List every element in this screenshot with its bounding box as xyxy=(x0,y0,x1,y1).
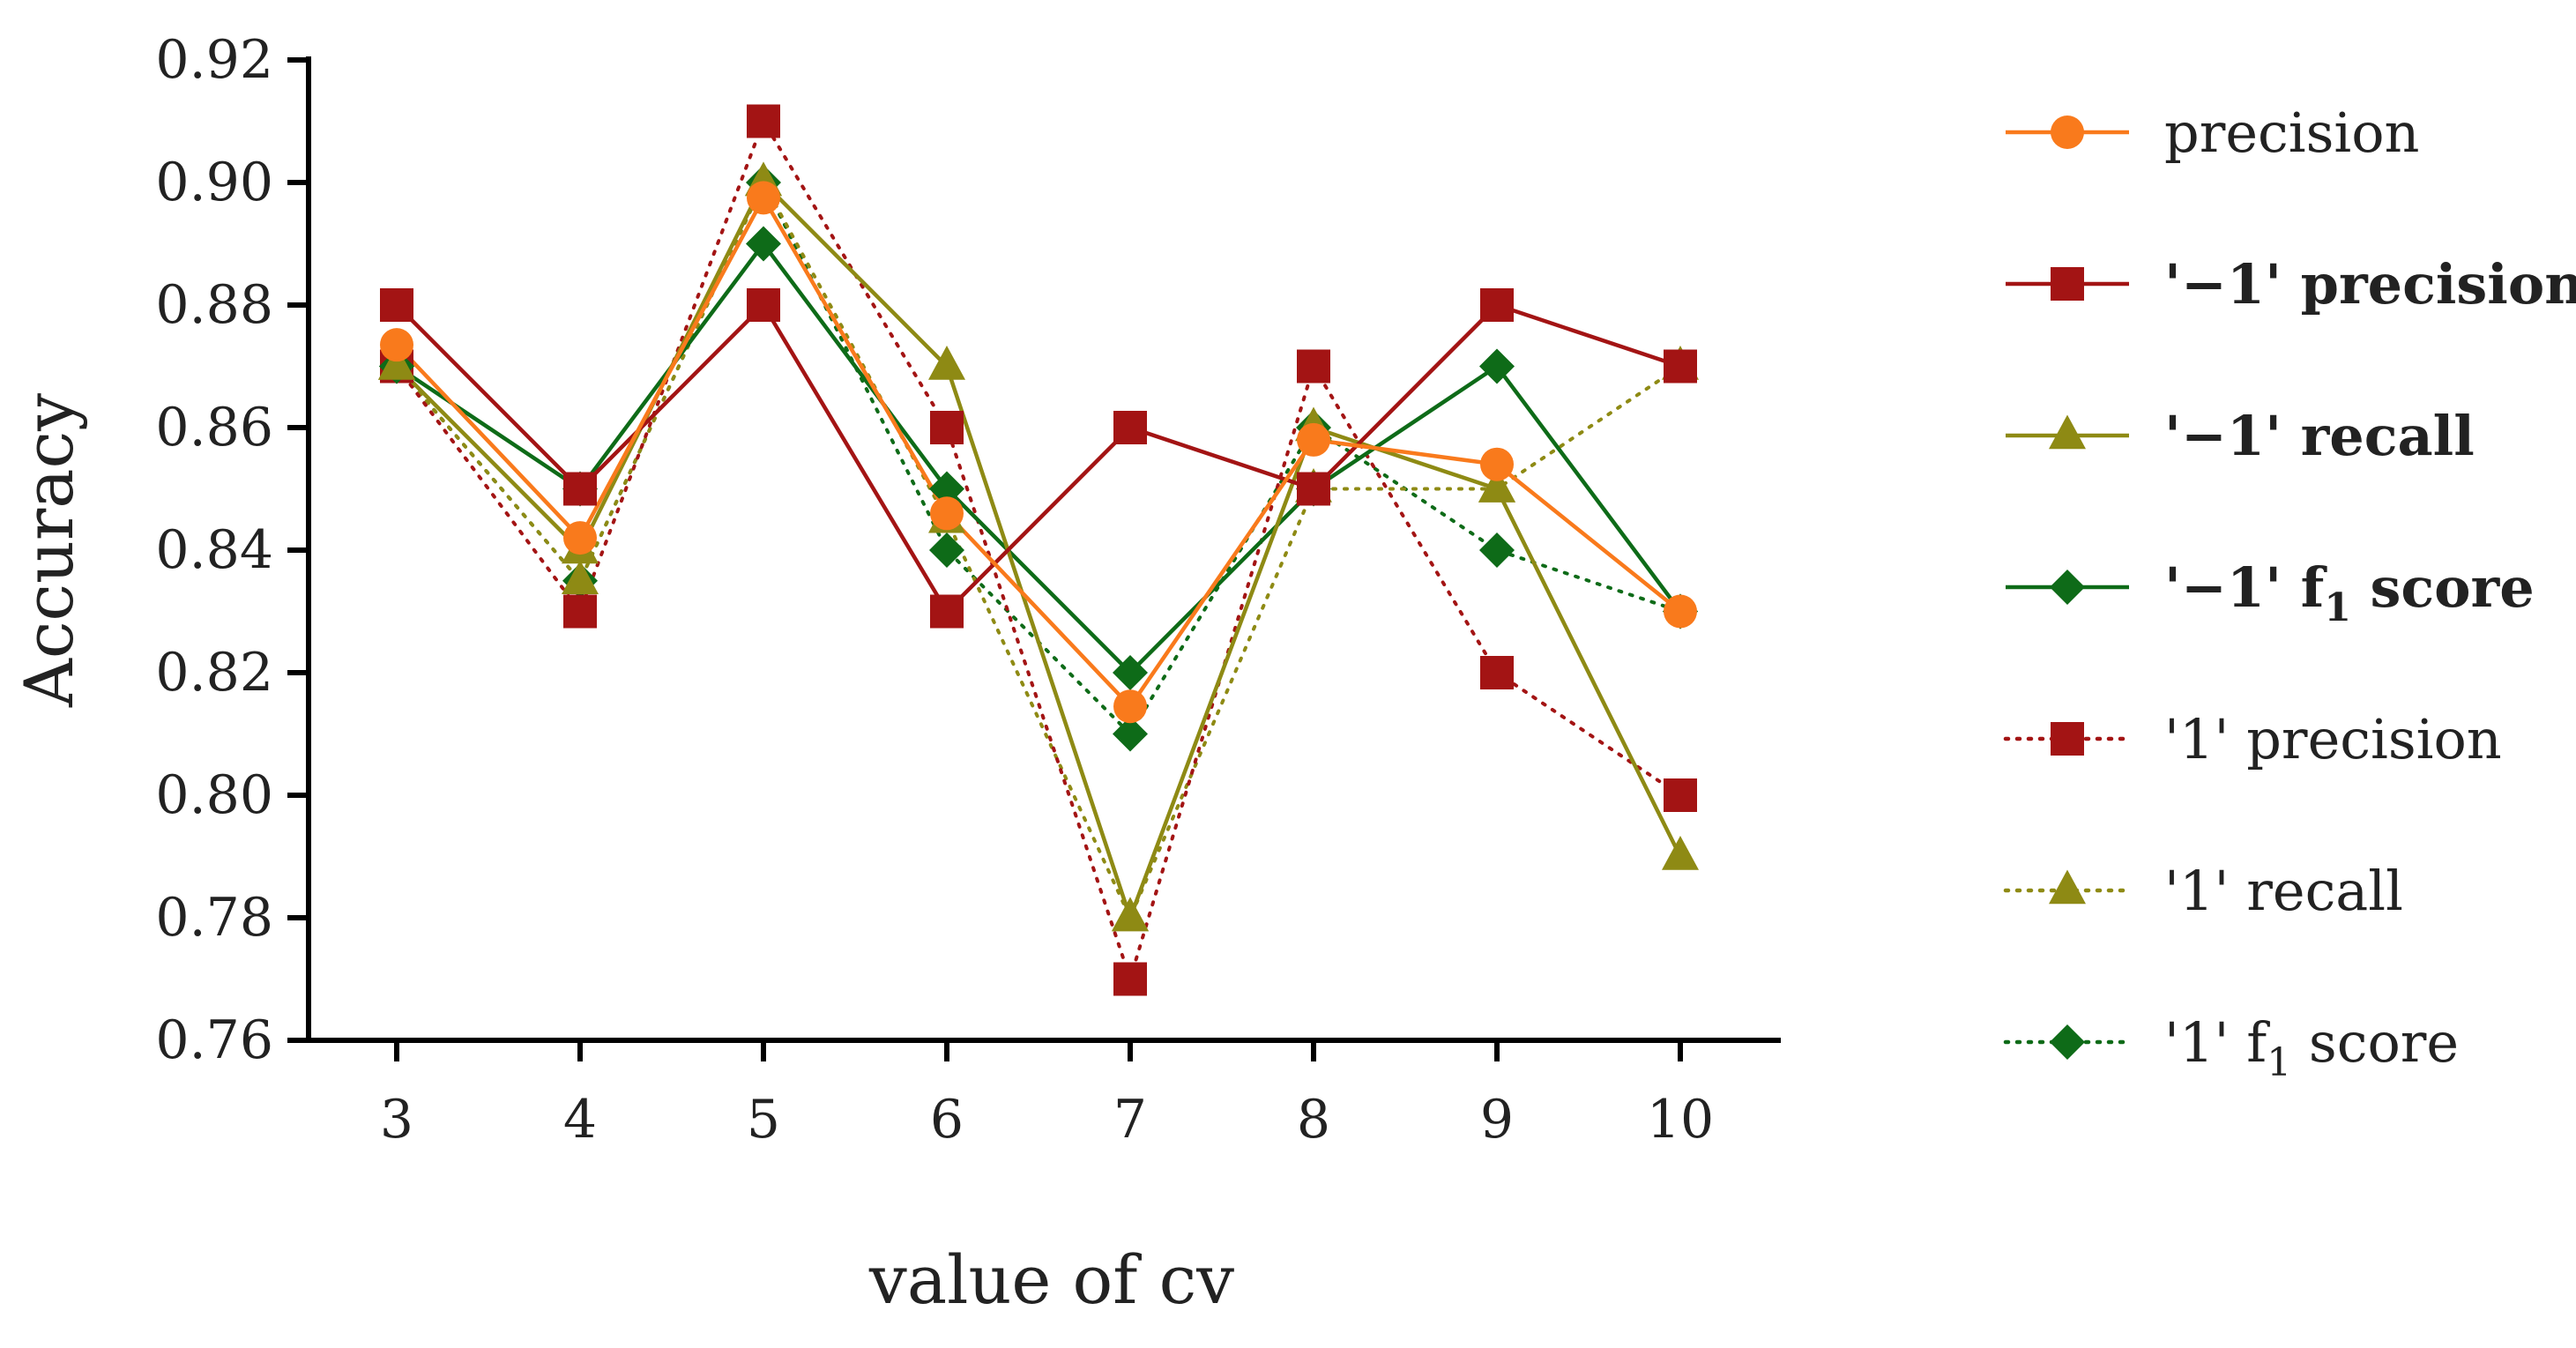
legend-marker-4 xyxy=(2051,722,2084,756)
point-s4-x4 xyxy=(563,594,597,629)
legend-marker-2 xyxy=(2049,414,2086,450)
y-tick-label: 0.82 xyxy=(155,642,273,704)
legend-label-2: '−1' recall xyxy=(2164,404,2475,468)
y-tick-label: 0.92 xyxy=(155,29,273,91)
y-tick-label: 0.84 xyxy=(155,519,273,581)
legend-marker-0 xyxy=(2051,115,2084,149)
legend-label-3: '−1' f1 score xyxy=(2164,555,2535,630)
point-s6-x9 xyxy=(1479,532,1515,568)
point-s4-x6 xyxy=(930,411,964,444)
point-s4-x10 xyxy=(1664,778,1697,812)
point-s0-x7 xyxy=(1113,689,1147,724)
legend-label-subscript: 1 xyxy=(2324,585,2351,630)
legend-label-main: '1' precision xyxy=(2164,707,2502,771)
point-s2-x9 xyxy=(1478,467,1515,503)
legend-label-6: '1' f1 score xyxy=(2164,1010,2459,1085)
point-s2-x6 xyxy=(928,345,965,380)
point-s0-x4 xyxy=(563,521,597,555)
point-s4-x9 xyxy=(1480,656,1514,689)
series-lines xyxy=(395,116,1683,986)
x-axis-title: value of cv xyxy=(868,1240,1234,1319)
y-tick-label: 0.76 xyxy=(155,1009,273,1071)
legend-label-tail: score xyxy=(2351,555,2535,620)
legend-label-main: precision xyxy=(2164,101,2419,165)
point-s2-x3 xyxy=(378,345,415,380)
point-s0-x6 xyxy=(930,496,964,531)
series-line-4 xyxy=(395,116,1682,986)
series-markers xyxy=(378,104,1699,996)
point-s1-x3 xyxy=(380,288,413,322)
y-tick-label: 0.80 xyxy=(155,764,273,826)
x-tick-label: 10 xyxy=(1647,1089,1714,1151)
point-s3-x5 xyxy=(746,226,781,262)
point-s1-x10 xyxy=(1664,349,1697,384)
point-s0-x8 xyxy=(1297,422,1330,457)
y-tick-label: 0.88 xyxy=(155,274,273,336)
point-s2-x7 xyxy=(1112,897,1149,932)
x-tick-label: 9 xyxy=(1480,1089,1514,1151)
point-s4-x8 xyxy=(1297,349,1330,384)
legend-item-2: '−1' recall xyxy=(2006,404,2475,468)
point-s6-x7 xyxy=(1113,716,1148,752)
series-line-3 xyxy=(395,240,1682,676)
legend-marker-3 xyxy=(2050,570,2085,605)
legend-label-tail: score xyxy=(2291,1010,2459,1075)
series-line-1 xyxy=(395,302,1681,615)
point-s1-x6 xyxy=(930,594,964,629)
legend-label-main: '−1' precision xyxy=(2164,252,2576,317)
legend-item-0: precision xyxy=(2006,101,2419,165)
x-tick-label: 3 xyxy=(380,1089,413,1151)
x-tick-label: 7 xyxy=(1113,1089,1147,1151)
series-line-0 xyxy=(395,193,1682,710)
point-s1-x4 xyxy=(563,472,597,506)
point-s0-x3 xyxy=(380,328,413,362)
y-axis-title: Accuracy xyxy=(10,393,88,708)
legend-label-0: precision xyxy=(2164,101,2419,165)
legend-marker-5 xyxy=(2049,869,2086,905)
legend-item-6: '1' f1 score xyxy=(2003,1010,2459,1085)
point-s4-x5 xyxy=(747,104,780,138)
x-tick-label: 5 xyxy=(747,1089,780,1151)
legend-marker-1 xyxy=(2051,267,2084,301)
legend-item-3: '−1' f1 score xyxy=(2006,555,2535,630)
point-s0-x10 xyxy=(1664,594,1697,629)
legend-label-main: '−1' recall xyxy=(2164,404,2475,468)
legend-label-4: '1' precision xyxy=(2164,707,2502,771)
series-line-2 xyxy=(395,179,1683,924)
point-s3-x6 xyxy=(929,471,964,507)
legend-label-main: '1' f xyxy=(2164,1010,2270,1075)
legend-label-main: '1' recall xyxy=(2164,859,2403,923)
x-tick-label: 6 xyxy=(930,1089,964,1151)
legend-item-1: '−1' precision xyxy=(2006,252,2576,317)
point-s5-x4 xyxy=(562,560,599,594)
point-s6-x6 xyxy=(929,532,964,568)
x-tick-label: 4 xyxy=(563,1089,597,1151)
legend-item-4: '1' precision xyxy=(2003,707,2502,771)
legend-item-5: '1' recall xyxy=(2003,859,2403,923)
point-s3-x7 xyxy=(1113,655,1148,690)
y-tick-label: 0.78 xyxy=(155,887,273,949)
point-s0-x9 xyxy=(1480,447,1514,481)
y-tick-label: 0.90 xyxy=(155,152,273,213)
point-s1-x9 xyxy=(1480,288,1514,322)
point-s2-x10 xyxy=(1662,835,1699,870)
legend-marker-6 xyxy=(2050,1024,2085,1060)
point-s4-x7 xyxy=(1113,962,1147,996)
y-tick-label: 0.86 xyxy=(155,397,273,458)
legend: precision '−1' precision '−1' recall '−1' f… xyxy=(2003,101,2576,1085)
legend-label-5: '1' recall xyxy=(2164,859,2403,923)
point-s3-x9 xyxy=(1479,348,1515,384)
point-s1-x8 xyxy=(1297,472,1330,506)
series-line-5 xyxy=(395,178,1682,922)
legend-label-subscript: 1 xyxy=(2267,1040,2291,1085)
x-tick-label: 8 xyxy=(1297,1089,1330,1151)
point-s0-x5 xyxy=(747,181,780,215)
point-s1-x7 xyxy=(1113,411,1147,444)
axes: 0.76 0.78 0.80 0.82 0.84 0.86 0.88 0.90 0.92 3 4 5 6… xyxy=(10,29,1781,1319)
legend-label-1: '−1' precision xyxy=(2164,252,2576,317)
legend-label-main: '−1' f xyxy=(2164,555,2327,620)
point-s1-x5 xyxy=(747,288,780,322)
